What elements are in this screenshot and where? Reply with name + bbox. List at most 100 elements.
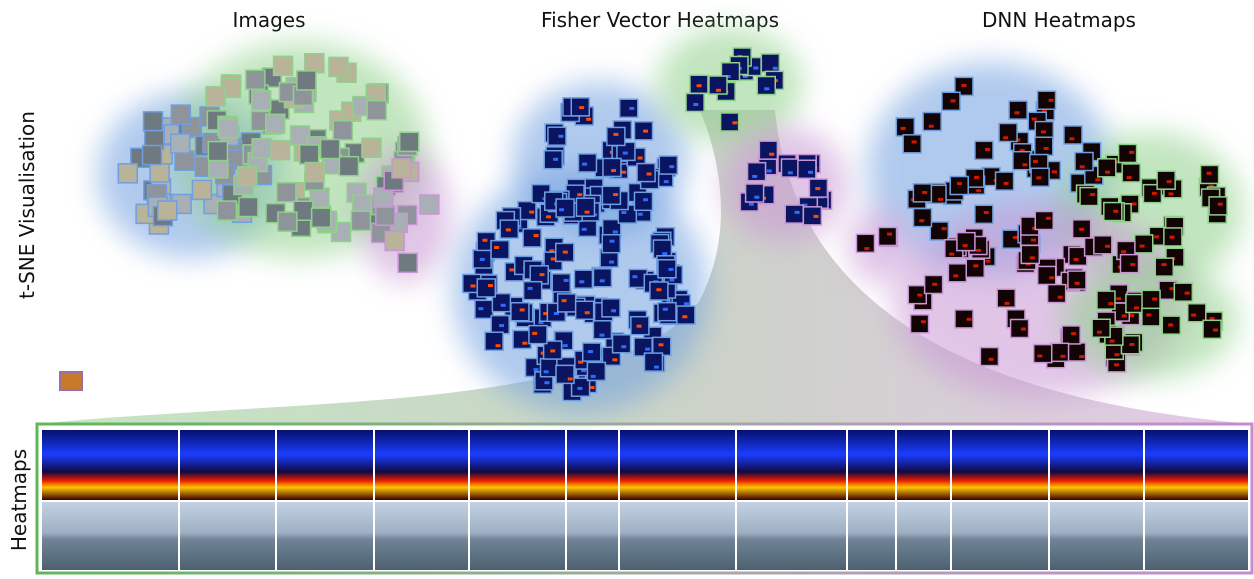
thumbnail-spot <box>586 117 592 121</box>
thumbnail-spot <box>794 210 800 214</box>
photo-tile <box>848 502 895 570</box>
thumbnail <box>1097 158 1117 178</box>
thumbnail <box>994 171 1015 191</box>
thumbnail <box>1066 342 1087 362</box>
thumbnail-spot <box>478 307 484 311</box>
thumbnail <box>746 161 767 182</box>
thumbnail <box>1049 342 1070 363</box>
thumbnail-spot <box>1003 136 1009 140</box>
thumbnail-spot <box>962 244 968 248</box>
thumbnail <box>902 134 922 154</box>
thumbnail-spot <box>1114 363 1120 367</box>
thumbnail-spot <box>752 174 758 178</box>
thumbnail-spot <box>1146 313 1152 317</box>
thumbnail-spot <box>611 169 617 173</box>
thumbnail-spot <box>1129 313 1135 317</box>
cluster-glow <box>722 127 848 243</box>
thumbnail-spot <box>802 203 808 207</box>
thumbnail-spot <box>636 324 642 328</box>
thumbnail-spot <box>732 121 738 125</box>
thumbnail-spot <box>1208 184 1214 188</box>
thumbnail <box>1091 318 1111 339</box>
thumbnail-spot <box>494 245 500 249</box>
thumbnail <box>1074 151 1094 172</box>
thumbnail-spot <box>1037 354 1043 358</box>
photo-tile <box>567 502 618 570</box>
thumbnail-spot <box>581 369 587 373</box>
thumbnail-spot <box>1004 301 1010 305</box>
heatmap-tile <box>277 430 373 500</box>
thumbnail-spot <box>754 195 760 199</box>
thumbnail-spot <box>509 268 515 272</box>
heatmap-tile <box>952 430 1048 500</box>
thumbnail <box>592 267 613 288</box>
thumbnail-spot <box>961 83 967 87</box>
thumbnail-spot <box>532 331 538 335</box>
thumbnail <box>170 104 192 125</box>
thumbnail <box>1202 319 1222 340</box>
thumbnail-spot <box>1151 191 1157 195</box>
thumbnail-spot <box>577 193 583 197</box>
thumbnail <box>979 346 1000 367</box>
thumbnail-spot <box>567 377 573 381</box>
thumbnail <box>272 55 294 77</box>
thumbnail <box>1009 318 1030 339</box>
thumbnail <box>1063 125 1083 145</box>
thumbnail <box>1133 234 1154 254</box>
thumbnail-spot <box>950 99 956 103</box>
thumbnail-spot <box>1206 171 1212 175</box>
thumbnail-spot <box>787 171 793 175</box>
thumbnail <box>855 233 876 254</box>
thumbnail-spot <box>682 315 688 319</box>
thumbnail <box>956 231 976 252</box>
photo-tile <box>897 502 950 570</box>
thumbnail <box>373 187 394 208</box>
thumbnail <box>611 334 632 354</box>
thumbnail-spot <box>668 267 674 271</box>
thumbnail <box>522 228 542 248</box>
thumbnail <box>974 140 994 161</box>
thumbnail-spot <box>988 357 994 361</box>
photo-tile <box>470 502 565 570</box>
thumbnail-spot <box>527 286 533 290</box>
thumbnail-spot <box>589 385 595 389</box>
heatmap-tile <box>848 430 895 500</box>
thumbnail-spot <box>983 211 989 215</box>
thumbnail-spot <box>621 345 627 349</box>
thumbnail <box>676 305 696 325</box>
thumbnail-spot <box>553 311 559 315</box>
tsne-thumbnails <box>117 47 1228 402</box>
thumbnail <box>1061 325 1081 345</box>
thumbnail <box>1032 343 1053 364</box>
thumbnail-spot <box>495 344 501 348</box>
thumbnail-spot <box>637 212 643 216</box>
thumbnail <box>719 112 740 132</box>
thumbnail-spot <box>1130 263 1136 267</box>
thumbnail <box>616 141 636 162</box>
thumbnail <box>298 144 320 165</box>
thumbnail-spot <box>529 210 535 214</box>
thumbnail-spot <box>487 284 493 288</box>
thumbnail-spot <box>985 147 991 151</box>
thumbnail-spot <box>976 189 982 193</box>
thumbnail-spot <box>920 320 926 324</box>
thumbnail-spot <box>658 343 664 347</box>
thumbnail <box>304 161 325 183</box>
thumbnail <box>601 298 621 318</box>
thumbnail-spot <box>1012 235 1018 239</box>
thumbnail <box>574 300 595 321</box>
thumbnail-spot <box>561 299 567 303</box>
thumbnail-spot <box>621 170 627 174</box>
column-title: DNN Heatmaps <box>982 8 1136 32</box>
thumbnail-spot <box>1213 328 1219 332</box>
thumbnail <box>156 200 178 221</box>
thumbnail-spot <box>662 252 668 256</box>
thumbnail-spot <box>653 365 659 369</box>
thumbnail-spot <box>715 88 721 92</box>
thumbnail <box>602 157 622 178</box>
thumbnail <box>744 183 765 203</box>
thumbnail <box>601 185 622 206</box>
thumbnail <box>375 205 396 226</box>
thumbnail-spot <box>1105 170 1111 174</box>
thumbnail <box>1020 244 1041 265</box>
